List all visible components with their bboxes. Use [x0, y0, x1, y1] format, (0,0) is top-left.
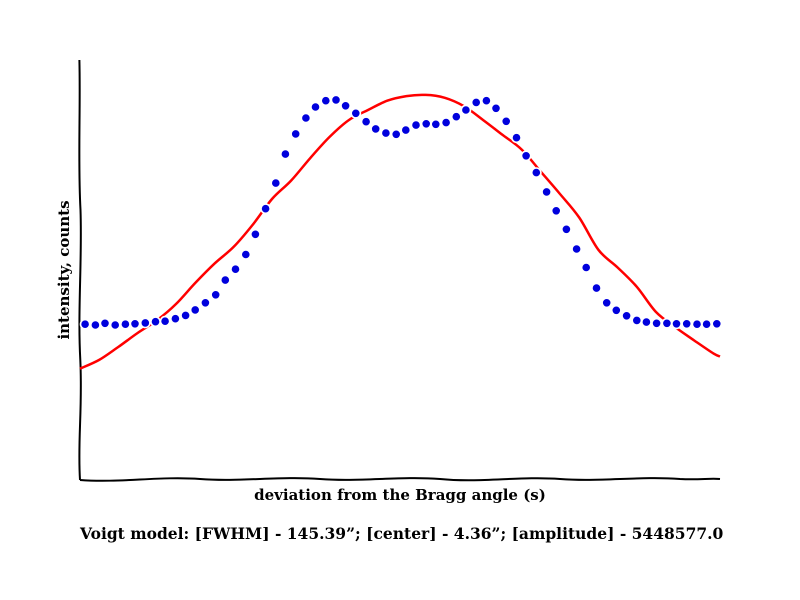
data-point — [260, 203, 271, 215]
data-point — [571, 243, 582, 255]
data-point — [490, 102, 502, 114]
data-point — [340, 100, 351, 112]
data-point — [410, 119, 422, 131]
data-point — [249, 228, 261, 240]
data-point — [390, 128, 402, 140]
data-point — [681, 318, 693, 330]
data-point — [400, 124, 412, 136]
data-point — [279, 148, 291, 160]
data-point — [691, 318, 703, 330]
data-point — [460, 104, 472, 116]
data-point — [169, 313, 181, 325]
data-point — [550, 205, 562, 217]
data-point — [210, 289, 222, 301]
data-point — [370, 123, 382, 135]
data-point — [109, 319, 121, 331]
data-point — [580, 262, 592, 273]
data-point — [661, 317, 673, 329]
data-point — [470, 97, 482, 108]
data-point — [601, 297, 613, 309]
data-point — [561, 223, 572, 235]
data-point — [450, 111, 462, 123]
data-point — [621, 310, 632, 322]
data-point — [430, 118, 442, 130]
data-point — [541, 186, 552, 198]
data-point — [671, 318, 682, 330]
data-point — [440, 117, 452, 128]
data-point — [631, 314, 643, 326]
data-point — [79, 318, 91, 330]
data-point — [511, 132, 522, 144]
x-axis-label: deviation from the Bragg angle (s) — [254, 486, 546, 504]
y-axis-label: intensity, counts — [55, 200, 73, 340]
data-point — [380, 127, 392, 139]
y-axis-line — [78, 59, 82, 481]
data-point — [701, 318, 712, 330]
data-point — [240, 249, 252, 260]
data-point — [99, 317, 111, 329]
data-point — [290, 128, 302, 140]
data-point — [500, 115, 512, 127]
model-caption: Voigt model: [FWHM] - 145.39”; [center] … — [80, 524, 724, 543]
data-point — [310, 101, 321, 113]
data-point — [230, 263, 241, 275]
data-point — [360, 116, 372, 128]
data-point — [330, 94, 342, 106]
data-point — [350, 107, 362, 119]
data-point — [120, 318, 131, 330]
series-layer — [79, 93, 723, 370]
data-point — [651, 317, 662, 329]
data-point — [520, 150, 532, 162]
data-point — [219, 274, 231, 286]
data-point — [480, 95, 492, 107]
data-point — [189, 304, 201, 316]
data-point — [180, 309, 191, 321]
voigt-model-line — [79, 93, 721, 370]
data-point — [420, 118, 432, 130]
x-axis-line — [79, 477, 721, 482]
data-point — [150, 316, 161, 328]
data-point — [139, 317, 151, 329]
data-point — [300, 112, 312, 124]
data-point — [159, 315, 171, 327]
data-point — [90, 319, 101, 331]
data-point — [530, 167, 542, 178]
data-point — [270, 177, 282, 189]
data-point — [591, 282, 602, 294]
data-point — [711, 318, 723, 330]
data-point — [641, 316, 652, 328]
data-point — [199, 297, 211, 309]
data-point — [129, 318, 141, 330]
data-point — [320, 95, 332, 107]
data-point — [610, 304, 622, 316]
